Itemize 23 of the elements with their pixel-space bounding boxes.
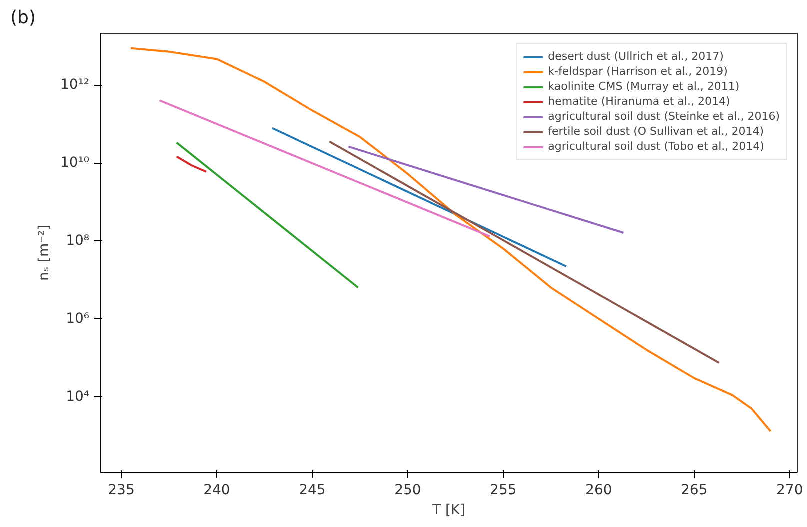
text: (b) [10,8,36,28]
legend-label: k-feldspar (Harrison et al., 2019) [548,65,728,78]
legend-label: kaolinite CMS (Murray et al., 2011) [548,80,740,93]
legend-label: agricultural soil dust (Tobo et al., 2014) [548,140,764,153]
x-tick-label: 270 [776,482,804,498]
x-tick-label: 265 [681,482,708,498]
x-tick-label: 245 [299,482,326,498]
x-tick-label: 240 [204,482,230,498]
x-tick-label: 255 [490,482,517,498]
x-axis-title: T [K] [431,502,466,518]
y-tick-label: 10¹² [60,77,90,94]
y-tick-label: 10⁸ [66,232,90,249]
x-tick-label: 235 [108,482,135,498]
x-tick-label: 250 [394,482,422,498]
legend-label: fertile soil dust (O Sullivan et al., 2014) [548,125,764,138]
legend-label: agricultural soil dust (Steinke et al., 2016) [548,110,780,123]
x-tick-label: 260 [586,482,612,498]
y-tick-label: 10¹⁰ [60,155,90,172]
legend-label: desert dust (Ullrich et al., 2017) [548,50,724,63]
y-tick-label: 10⁶ [66,310,90,327]
y-axis-title: nₛ [m⁻²] [36,224,52,282]
y-tick-label: 10⁴ [66,388,90,405]
legend-label: hematite (Hiranuma et al., 2014) [548,95,730,108]
